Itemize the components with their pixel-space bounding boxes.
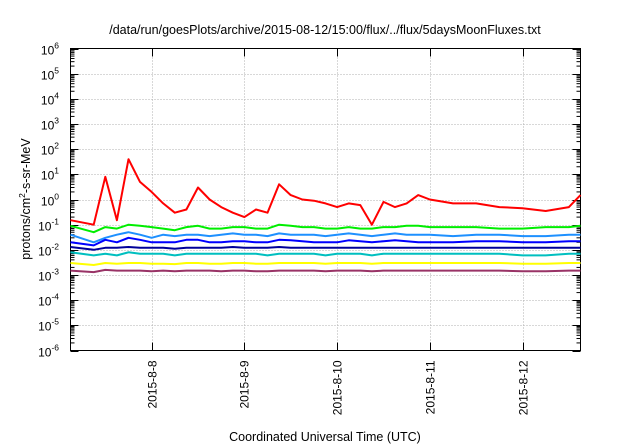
y-tick-label-exp: -3 bbox=[51, 267, 59, 277]
y-tick-label: 103 bbox=[41, 116, 59, 133]
y-tick-label: 105 bbox=[41, 66, 59, 83]
y-tick-label: 10-2 bbox=[38, 242, 59, 259]
y-tick-label-exp: -6 bbox=[51, 343, 59, 353]
series-line-4 bbox=[70, 236, 581, 247]
y-tick-label: 104 bbox=[41, 91, 59, 108]
series-line-8 bbox=[70, 268, 581, 274]
y-tick-label-exp: 2 bbox=[54, 141, 59, 151]
y-tick-label-base: 10 bbox=[41, 144, 55, 158]
y-tick-label-base: 10 bbox=[41, 94, 55, 108]
plot-frame bbox=[70, 48, 581, 351]
y-tick-label-exp: 3 bbox=[54, 116, 59, 126]
y-tick-label-exp: -2 bbox=[51, 242, 59, 252]
x-axis: 2015-8-8 2015-8-9 2015-8-10 2015-8-11 2015-8… bbox=[146, 48, 531, 415]
y-tick-label-exp: 5 bbox=[54, 66, 59, 76]
series-line-7 bbox=[70, 262, 581, 266]
y-tick-label: 10-5 bbox=[38, 317, 59, 334]
x-tick-label: 2015-8-12 bbox=[517, 360, 531, 415]
x-tick-label: 2015-8-9 bbox=[238, 360, 252, 408]
x-tick-label: 2015-8-10 bbox=[331, 360, 345, 415]
series-line-5 bbox=[70, 246, 581, 251]
y-tick-label-exp: 0 bbox=[54, 192, 59, 202]
x-axis-label: Coordinated Universal Time (UTC) bbox=[229, 430, 421, 444]
y-tick-label-base: 10 bbox=[41, 44, 55, 58]
y-tick-label: 10-3 bbox=[38, 267, 59, 284]
y-tick-label-base: 10 bbox=[38, 245, 52, 259]
y-tick-label-exp: -4 bbox=[51, 292, 59, 302]
y-tick-label: 10-4 bbox=[38, 292, 59, 309]
y-tick-label-base: 10 bbox=[41, 69, 55, 83]
y-tick-label-base: 10 bbox=[41, 119, 55, 133]
y-tick-label-exp: 4 bbox=[54, 91, 59, 101]
y-tick-label: 102 bbox=[41, 141, 59, 158]
y-tick-label-base: 10 bbox=[41, 195, 55, 209]
y-axis-label: protons/cm2-s-sr-MeV bbox=[17, 138, 33, 260]
y-axis-label-sup: 2 bbox=[17, 193, 27, 198]
y-tick-label: 10-1 bbox=[38, 217, 59, 234]
y-tick-label: 100 bbox=[41, 192, 59, 209]
grid bbox=[70, 48, 581, 351]
y-axis-label-rest: -s-sr-MeV bbox=[19, 138, 33, 194]
y-tick-label-base: 10 bbox=[38, 270, 52, 284]
y-tick-label-base: 10 bbox=[38, 220, 52, 234]
y-tick-label: 106 bbox=[41, 41, 59, 58]
y-tick-label-base: 10 bbox=[38, 320, 52, 334]
y-tick-label: 10-6 bbox=[38, 343, 59, 360]
y-tick-label-exp: 1 bbox=[54, 166, 59, 176]
y-tick-label: 101 bbox=[41, 166, 59, 183]
x-tick-label: 2015-8-11 bbox=[424, 360, 438, 414]
y-tick-label-exp: 6 bbox=[54, 41, 59, 51]
y-tick-label-exp: -5 bbox=[51, 317, 59, 327]
y-tick-label-base: 10 bbox=[38, 346, 52, 360]
y-tick-label-exp: -1 bbox=[51, 217, 59, 227]
series-line-1 bbox=[70, 158, 582, 226]
series-line-6 bbox=[70, 251, 581, 257]
series-line-3 bbox=[70, 231, 581, 244]
series-line-2 bbox=[70, 223, 581, 234]
chart-title: /data/run/goesPlots/archive/2015-08-12/1… bbox=[109, 23, 541, 37]
x-tick-label: 2015-8-8 bbox=[146, 360, 160, 408]
y-axis-label-main: protons/cm bbox=[19, 198, 33, 260]
y-tick-label-base: 10 bbox=[38, 295, 52, 309]
series-group bbox=[70, 158, 582, 274]
y-tick-label-base: 10 bbox=[41, 169, 55, 183]
